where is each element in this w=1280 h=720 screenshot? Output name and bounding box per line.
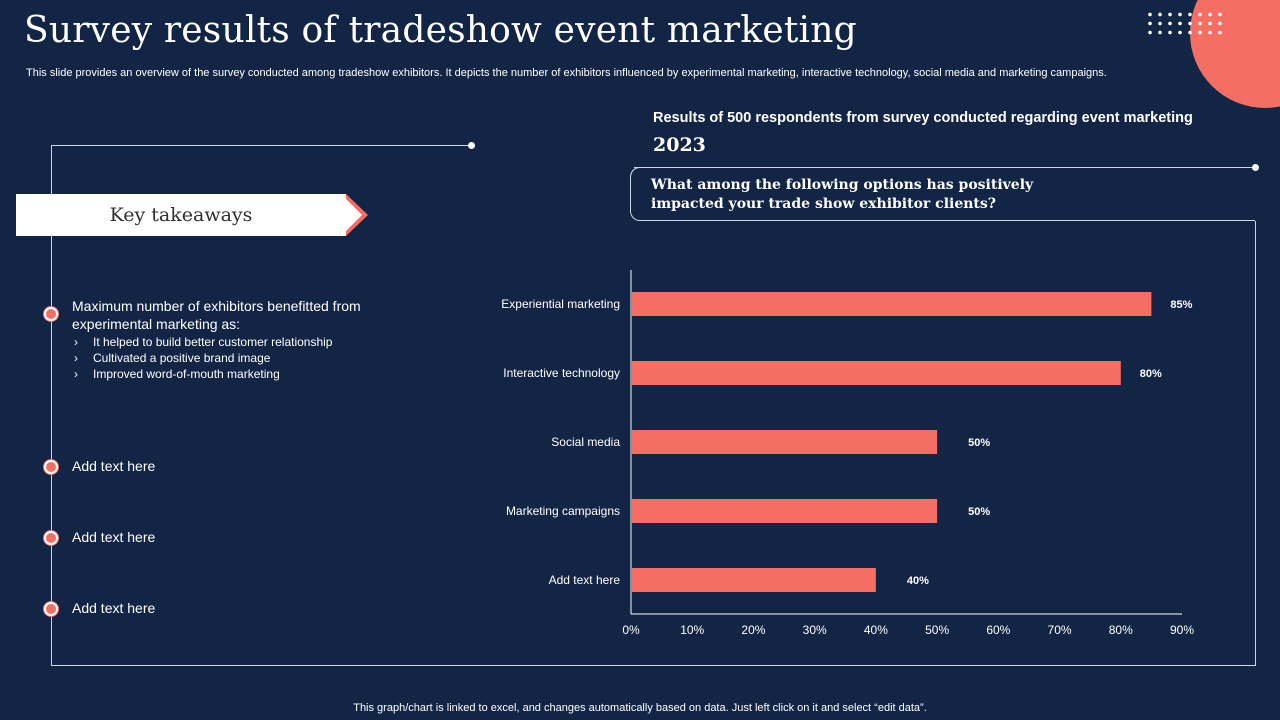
timeline-bullet-icon	[44, 602, 58, 616]
data-label: 85%	[1170, 299, 1192, 311]
survey-heading: Results of 500 respondents from survey c…	[653, 110, 1193, 126]
page-title: Survey results of tradeshow event market…	[24, 10, 857, 51]
x-tick-label: 80%	[1109, 623, 1133, 637]
timeline-bullet-icon	[44, 531, 58, 545]
chevron-right-icon: ›	[74, 367, 78, 381]
x-tick-label: 60%	[986, 623, 1010, 637]
category-label: Interactive technology	[503, 366, 620, 380]
bar	[632, 430, 938, 454]
survey-question: What among the following options has pos…	[651, 177, 1034, 212]
decorative-dot-grid	[1145, 10, 1225, 36]
right-frame-vertical-line	[1255, 221, 1256, 666]
x-tick-label: 90%	[1170, 623, 1194, 637]
left-frame-end-dot	[468, 142, 475, 149]
right-frame-end-dot	[1252, 164, 1259, 171]
data-label: 40%	[907, 575, 929, 587]
data-label: 50%	[968, 506, 990, 518]
frame-bottom-line	[51, 665, 1256, 666]
list-item-text: It helped to build better customer relat…	[93, 335, 333, 349]
right-frame-top-line	[634, 167, 1256, 168]
question-box	[630, 167, 1255, 221]
x-tick-label: 20%	[741, 623, 765, 637]
left-frame-vertical-line	[51, 145, 52, 666]
bar	[632, 292, 1152, 316]
key-takeaways-banner	[16, 194, 346, 236]
list-item: › Improved word-of-mouth marketing	[74, 366, 332, 382]
x-tick-label: 0%	[622, 623, 640, 637]
data-label: 80%	[1140, 368, 1162, 380]
chevron-right-icon: ›	[74, 335, 78, 349]
list-item-text: Cultivated a positive brand image	[93, 351, 271, 365]
category-label: Experiential marketing	[501, 297, 620, 311]
category-label: Social media	[551, 435, 620, 449]
main-takeaway-text: Maximum number of exhibitors benefitted …	[72, 298, 361, 332]
list-item-text: Improved word-of-mouth marketing	[93, 367, 280, 381]
x-tick-label: 40%	[864, 623, 888, 637]
timeline-bullet-icon	[44, 460, 58, 474]
x-tick-label: 50%	[925, 623, 949, 637]
bar	[632, 499, 938, 523]
bar-chart: Experiential marketing 85% Interactive tec…	[501, 270, 1194, 637]
category-label: Add text here	[549, 573, 621, 587]
left-frame-top-line	[51, 145, 472, 146]
x-tick-label: 30%	[803, 623, 827, 637]
key-takeaways-arrow-fill	[344, 197, 362, 233]
footer-note: This graph/chart is linked to excel, and…	[353, 702, 927, 714]
key-takeaways-label: Key takeaways	[109, 204, 253, 226]
bar	[632, 568, 876, 592]
x-tick-label: 70%	[1048, 623, 1072, 637]
data-label: 50%	[968, 437, 990, 449]
survey-year: 2023	[653, 134, 706, 156]
question-box-corner	[630, 167, 643, 180]
takeaway-point-text: Add text here	[72, 458, 156, 474]
bar	[632, 361, 1121, 385]
page-subtitle: This slide provides an overview of the s…	[26, 67, 1107, 79]
takeaway-point-text: Add text here	[72, 600, 156, 616]
list-item: › It helped to build better customer rela…	[74, 334, 332, 350]
takeaway-point-text: Add text here	[72, 529, 156, 545]
list-item: › Cultivated a positive brand image	[74, 350, 332, 366]
chevron-right-icon: ›	[74, 351, 78, 365]
x-tick-label: 10%	[680, 623, 704, 637]
category-label: Marketing campaigns	[506, 504, 620, 518]
takeaway-sub-list: › It helped to build better customer rela…	[74, 334, 332, 382]
timeline-bullet-icon	[44, 307, 58, 321]
